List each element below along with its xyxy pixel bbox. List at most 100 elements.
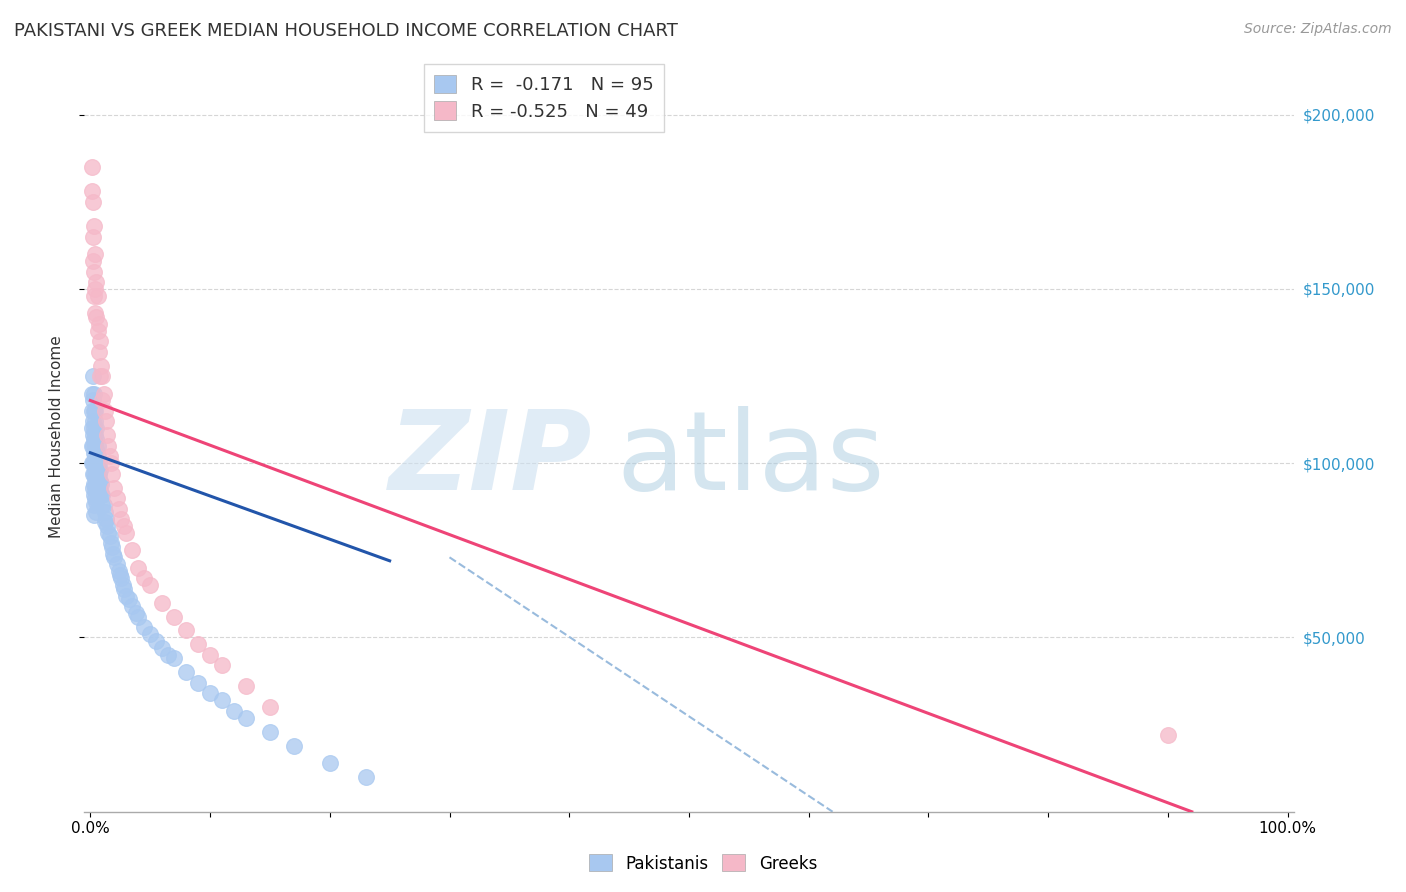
Point xyxy=(90,487,112,501)
Point xyxy=(150,640,173,655)
Point xyxy=(319,756,342,770)
Text: Source: ZipAtlas.com: Source: ZipAtlas.com xyxy=(1244,22,1392,37)
Point xyxy=(83,289,105,303)
Point xyxy=(222,704,245,718)
Point xyxy=(100,456,122,470)
Point xyxy=(111,578,134,592)
Point xyxy=(86,452,108,467)
Point xyxy=(83,467,105,481)
Point xyxy=(82,254,104,268)
Point xyxy=(80,404,103,418)
Point xyxy=(89,484,111,499)
Y-axis label: Median Household Income: Median Household Income xyxy=(49,335,63,539)
Point xyxy=(86,289,108,303)
Point xyxy=(115,525,138,540)
Point xyxy=(83,264,105,278)
Point xyxy=(98,449,121,463)
Point xyxy=(82,369,104,384)
Point xyxy=(211,658,233,673)
Point xyxy=(84,428,107,442)
Point xyxy=(89,463,111,477)
Point xyxy=(86,439,108,453)
Point xyxy=(83,487,105,501)
Point xyxy=(100,536,122,550)
Point xyxy=(150,596,173,610)
Point xyxy=(80,160,103,174)
Point xyxy=(86,310,108,324)
Point xyxy=(163,651,186,665)
Point xyxy=(86,459,108,474)
Point xyxy=(94,414,117,428)
Point xyxy=(84,439,107,453)
Point xyxy=(82,439,104,453)
Point xyxy=(198,648,221,662)
Point xyxy=(187,675,209,690)
Point xyxy=(87,456,110,470)
Point xyxy=(91,498,114,512)
Point xyxy=(174,624,197,638)
Point xyxy=(89,369,111,384)
Point xyxy=(84,470,107,484)
Point xyxy=(80,386,103,401)
Point xyxy=(83,498,105,512)
Point xyxy=(110,571,132,585)
Point xyxy=(157,648,180,662)
Point xyxy=(84,404,107,418)
Text: ZIP: ZIP xyxy=(388,406,592,513)
Point xyxy=(82,467,104,481)
Point xyxy=(1157,728,1180,742)
Point xyxy=(82,393,104,408)
Point xyxy=(90,477,112,491)
Point xyxy=(87,344,110,359)
Point xyxy=(82,194,104,209)
Point xyxy=(110,512,132,526)
Point xyxy=(112,519,135,533)
Point xyxy=(110,567,132,582)
Point xyxy=(84,282,107,296)
Point xyxy=(121,599,143,613)
Point xyxy=(96,519,118,533)
Point xyxy=(118,592,141,607)
Point xyxy=(93,516,115,530)
Point xyxy=(86,463,108,477)
Point xyxy=(91,369,114,384)
Legend: Pakistanis, Greeks: Pakistanis, Greeks xyxy=(582,847,824,880)
Point xyxy=(134,620,156,634)
Point xyxy=(80,439,103,453)
Point xyxy=(86,505,108,519)
Point xyxy=(86,494,108,508)
Point xyxy=(354,770,377,784)
Point xyxy=(139,627,162,641)
Point xyxy=(97,525,120,540)
Point xyxy=(86,324,108,338)
Point xyxy=(83,508,105,523)
Point xyxy=(87,477,110,491)
Point xyxy=(84,247,107,261)
Point xyxy=(82,229,104,244)
Point xyxy=(86,442,108,457)
Point xyxy=(84,449,107,463)
Text: PAKISTANI VS GREEK MEDIAN HOUSEHOLD INCOME CORRELATION CHART: PAKISTANI VS GREEK MEDIAN HOUSEHOLD INCO… xyxy=(14,22,678,40)
Point xyxy=(83,432,105,446)
Point xyxy=(84,481,107,495)
Point xyxy=(86,275,108,289)
Point xyxy=(84,491,107,505)
Point xyxy=(93,404,115,418)
Point xyxy=(235,711,257,725)
Point xyxy=(98,529,121,543)
Point xyxy=(127,609,149,624)
Point xyxy=(87,467,110,481)
Point xyxy=(83,219,105,234)
Point xyxy=(103,481,125,495)
Point xyxy=(174,665,197,680)
Legend: R =  -0.171   N = 95, R = -0.525   N = 49: R = -0.171 N = 95, R = -0.525 N = 49 xyxy=(423,64,664,131)
Point xyxy=(105,558,128,572)
Point xyxy=(259,700,281,714)
Point xyxy=(198,686,221,700)
Point xyxy=(91,393,114,408)
Point xyxy=(82,481,104,495)
Point xyxy=(91,487,114,501)
Point xyxy=(259,724,281,739)
Point xyxy=(83,386,105,401)
Point xyxy=(82,428,104,442)
